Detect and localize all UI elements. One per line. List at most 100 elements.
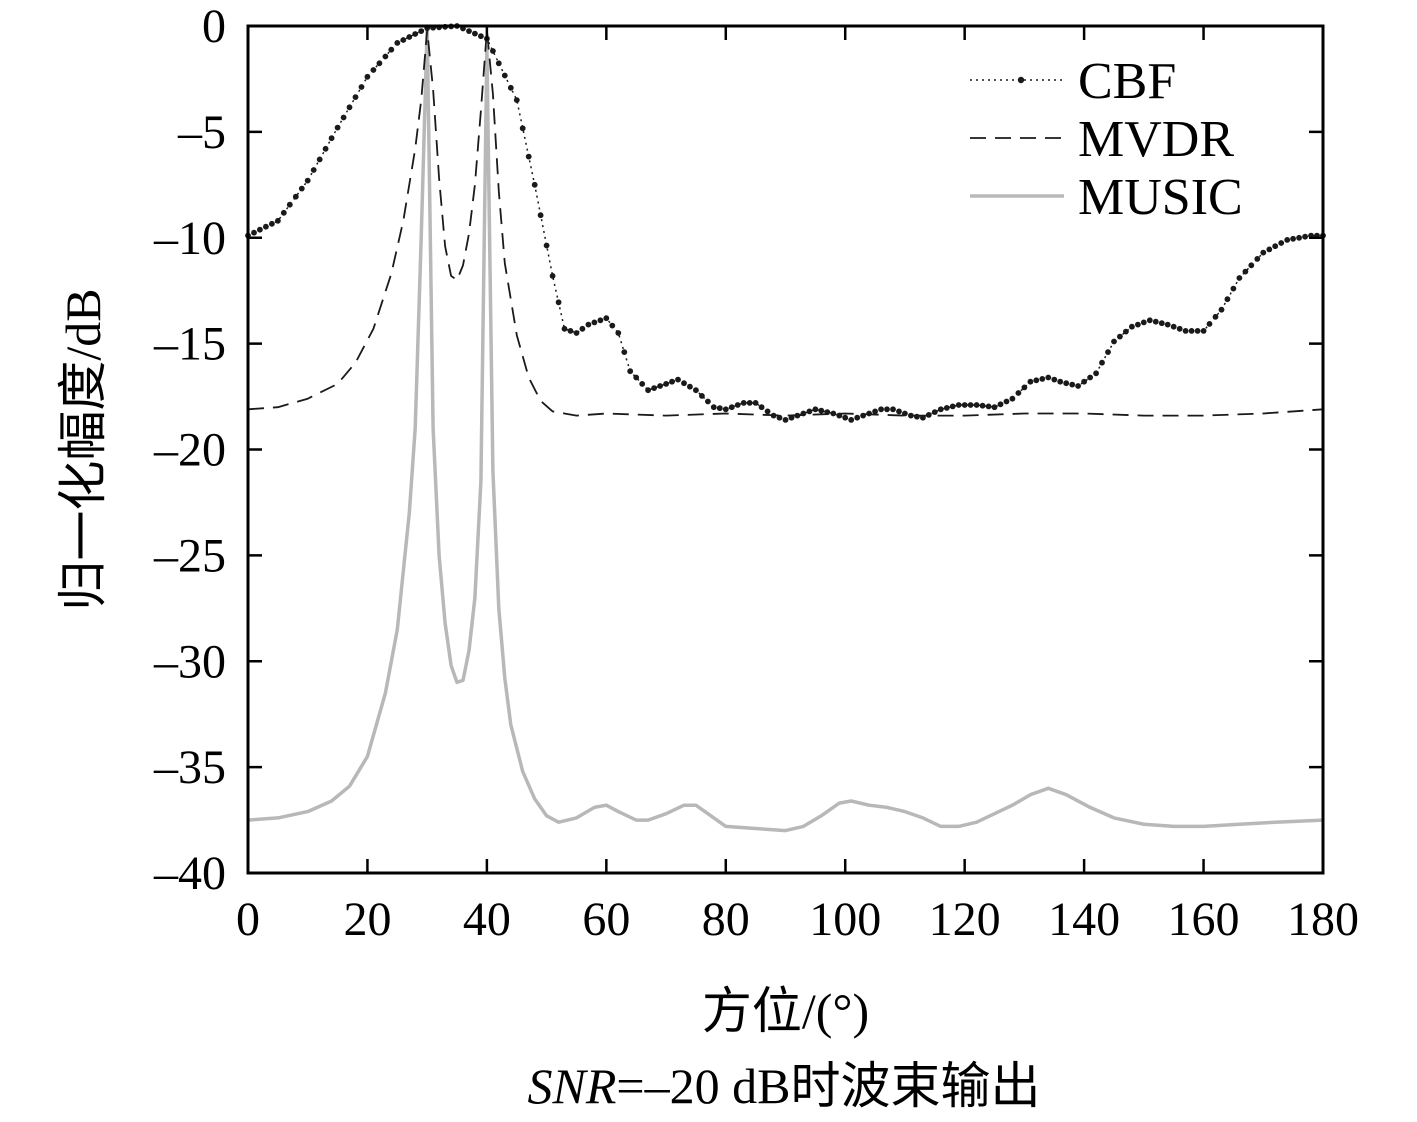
cbf-point xyxy=(555,299,562,306)
cbf-point xyxy=(740,400,747,406)
cbf-point xyxy=(657,383,663,389)
cbf-point xyxy=(866,410,872,417)
cbf-point xyxy=(782,417,789,423)
cbf-point xyxy=(549,273,556,279)
y-tick-label: –40 xyxy=(153,847,226,900)
cbf-point xyxy=(699,393,705,399)
cbf-point xyxy=(1039,376,1046,382)
cbf-point xyxy=(1278,240,1285,246)
x-tick-label: 20 xyxy=(343,893,391,946)
cbf-point xyxy=(800,410,807,417)
cbf-point xyxy=(985,403,992,410)
cbf-point xyxy=(955,402,962,408)
x-tick-label: 40 xyxy=(463,893,511,946)
cbf-point xyxy=(848,417,855,423)
cbf-point xyxy=(334,124,341,131)
cbf-point xyxy=(1206,321,1213,327)
cbf-point xyxy=(824,409,831,415)
cbf-point xyxy=(585,321,592,328)
cbf-point xyxy=(1021,384,1028,391)
cbf-point xyxy=(513,97,520,103)
cbf-point xyxy=(854,414,861,421)
cbf-point xyxy=(764,408,771,415)
cbf-point xyxy=(663,381,669,387)
cbf-point xyxy=(746,400,753,406)
cbf-point xyxy=(896,408,902,415)
cbf-point xyxy=(292,193,299,200)
cbf-point xyxy=(501,72,508,79)
cbf-point xyxy=(1045,374,1052,381)
cbf-point xyxy=(591,319,598,326)
cbf-point xyxy=(1075,383,1081,389)
cbf-point xyxy=(878,406,884,413)
cbf-point xyxy=(316,156,323,163)
cbf-point xyxy=(710,404,717,411)
cbf-point xyxy=(388,46,395,53)
cbf-point xyxy=(728,404,735,411)
legend-label-cbf: CBF xyxy=(1078,53,1176,110)
cbf-point xyxy=(531,181,538,188)
cbf-point xyxy=(567,328,574,334)
cbf-point xyxy=(722,406,729,413)
cbf-point xyxy=(830,410,837,417)
cbf-point xyxy=(902,410,908,417)
cbf-point xyxy=(507,84,514,91)
cbf-point xyxy=(997,401,1004,408)
cbf-point xyxy=(681,380,687,387)
cbf-point xyxy=(1248,262,1255,269)
cbf-point xyxy=(1182,328,1189,334)
cbf-point xyxy=(382,53,389,60)
cbf-point xyxy=(1152,318,1159,325)
cbf-point xyxy=(1164,321,1171,328)
cbf-point xyxy=(1266,246,1273,253)
cbf-point xyxy=(842,414,849,421)
cbf-point xyxy=(286,201,293,208)
cbf-point xyxy=(257,226,263,233)
cbf-point xyxy=(967,402,974,408)
cbf-point xyxy=(687,383,693,390)
cbf-point xyxy=(1272,243,1279,250)
cbf-point xyxy=(1033,377,1040,384)
cbf-point xyxy=(1188,328,1195,334)
y-tick-label: 0 xyxy=(202,0,226,53)
cbf-point xyxy=(1069,381,1076,388)
cbf-point xyxy=(669,378,675,385)
cbf-point xyxy=(609,322,616,329)
y-tick-label: –5 xyxy=(177,106,226,159)
cbf-point xyxy=(1099,359,1105,366)
cbf-point xyxy=(525,153,532,160)
cbf-point xyxy=(310,167,317,173)
cbf-point xyxy=(322,145,329,152)
cbf-point xyxy=(579,325,586,332)
cbf-point xyxy=(1200,328,1207,334)
x-tick-label: 0 xyxy=(236,893,260,946)
cbf-point xyxy=(914,413,920,420)
cbf-point xyxy=(364,73,371,80)
y-tick-label: –30 xyxy=(153,635,226,688)
cbf-point xyxy=(346,104,353,111)
cbf-point xyxy=(1158,320,1165,327)
cbf-point xyxy=(937,406,944,413)
series-markers-cbf xyxy=(245,23,1326,423)
cbf-point xyxy=(860,412,866,419)
cbf-point xyxy=(675,376,681,383)
cbf-point xyxy=(1087,374,1093,381)
cbf-point xyxy=(788,414,795,421)
cbf-point xyxy=(752,400,759,406)
cbf-point xyxy=(1176,325,1183,332)
cbf-point xyxy=(1296,234,1302,241)
cbf-point xyxy=(991,404,998,411)
cbf-point xyxy=(973,402,980,408)
cbf-point xyxy=(263,223,269,230)
cbf-point xyxy=(537,212,544,219)
x-tick-label: 180 xyxy=(1287,893,1359,946)
cbf-point xyxy=(1284,237,1291,243)
cbf-point xyxy=(615,330,622,336)
x-tick-label: 120 xyxy=(929,893,1001,946)
cbf-point xyxy=(406,34,413,40)
cbf-point xyxy=(376,60,383,67)
cbf-point xyxy=(1117,333,1123,340)
cbf-point xyxy=(275,217,281,224)
cbf-point xyxy=(1051,376,1058,383)
